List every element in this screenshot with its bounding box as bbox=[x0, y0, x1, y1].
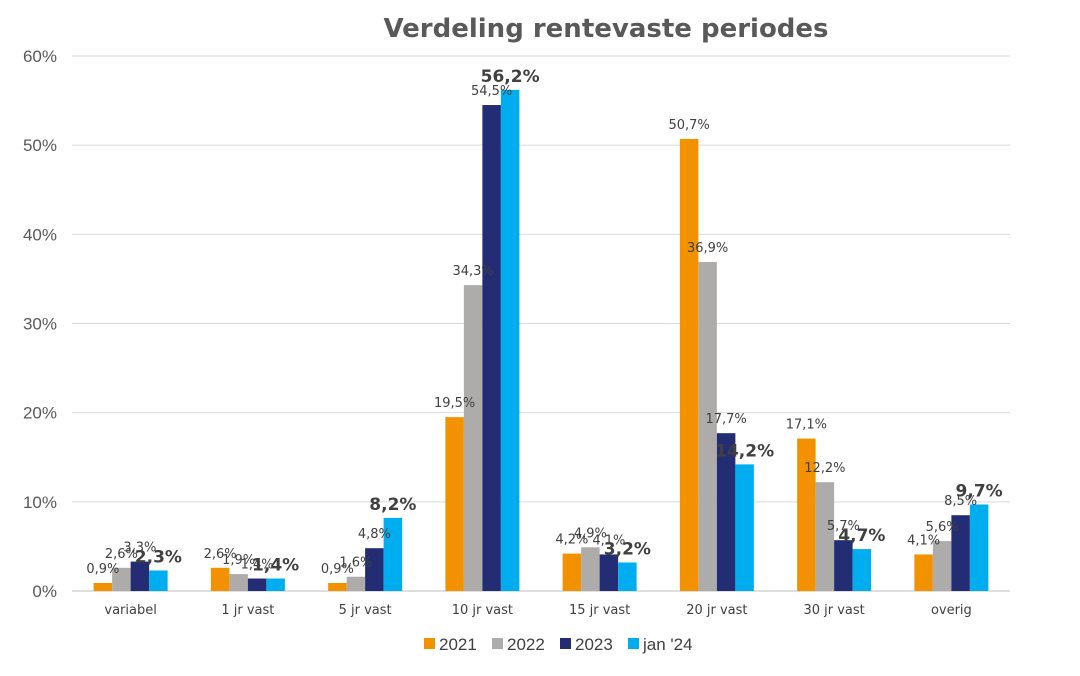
legend-label: 2023 bbox=[575, 635, 613, 654]
data-label: 4,2% bbox=[555, 533, 588, 548]
bar bbox=[500, 89, 520, 591]
data-label: 1,6% bbox=[339, 556, 372, 571]
legend-item: 2023 bbox=[560, 635, 613, 654]
data-label: 2,6% bbox=[105, 547, 138, 562]
data-label: 4,7% bbox=[838, 526, 885, 546]
data-label: 14,2% bbox=[715, 441, 774, 461]
data-label: 8,5% bbox=[944, 494, 977, 509]
data-label: 17,7% bbox=[705, 412, 746, 427]
bar bbox=[618, 562, 637, 591]
bar bbox=[346, 576, 366, 591]
bar bbox=[93, 582, 113, 591]
bar bbox=[229, 574, 248, 591]
bar bbox=[562, 553, 582, 591]
data-label: 3,3% bbox=[123, 541, 156, 556]
x-tick-label: variabel bbox=[104, 603, 156, 618]
bar bbox=[266, 578, 285, 591]
y-tick-label: 50% bbox=[23, 136, 57, 155]
data-label: 1,9% bbox=[222, 553, 255, 568]
bar bbox=[679, 138, 699, 592]
legend-swatch bbox=[424, 638, 435, 649]
data-label: 1,4% bbox=[241, 558, 274, 573]
bar bbox=[914, 554, 933, 591]
y-axis: 0% 10% 20% 30% 40% 50% 60% bbox=[23, 47, 57, 601]
legend-swatch bbox=[628, 638, 639, 649]
bar bbox=[581, 547, 600, 591]
legend-label: 2022 bbox=[507, 635, 545, 654]
legend-item: 2022 bbox=[492, 635, 545, 654]
data-label: 36,9% bbox=[687, 241, 728, 256]
data-label: 2,3% bbox=[135, 547, 182, 567]
data-label: 50,7% bbox=[668, 118, 709, 133]
legend-swatch bbox=[492, 638, 503, 649]
x-tick-label: 30 jr vast bbox=[803, 603, 864, 618]
bar bbox=[735, 464, 754, 591]
bar bbox=[383, 517, 403, 591]
legend-item: 2021 bbox=[424, 635, 477, 654]
bar bbox=[445, 417, 464, 591]
x-tick-label: 1 jr vast bbox=[221, 603, 274, 618]
bar bbox=[328, 582, 347, 591]
data-label: 5,6% bbox=[926, 520, 959, 535]
data-label: 5,7% bbox=[827, 519, 860, 534]
y-tick-label: 10% bbox=[23, 493, 57, 512]
bar bbox=[130, 561, 150, 591]
data-label: 12,2% bbox=[804, 461, 845, 476]
legend-item: jan '24 bbox=[628, 635, 693, 654]
data-label: 4,1% bbox=[907, 533, 940, 548]
x-tick-label: 15 jr vast bbox=[569, 603, 630, 618]
bar bbox=[482, 105, 501, 592]
data-labels: 0,9%2,6%3,3%2,3% 2,6%1,9%1,4%1,4% 0,9%1,6%… bbox=[86, 67, 1002, 577]
data-label: 4,9% bbox=[574, 526, 607, 541]
bar bbox=[112, 567, 131, 591]
bars bbox=[93, 89, 989, 592]
x-tick-label: 5 jr vast bbox=[339, 603, 392, 618]
x-tick-label: 10 jr vast bbox=[452, 603, 513, 618]
data-label: 19,5% bbox=[434, 396, 475, 411]
x-tick-label: 20 jr vast bbox=[686, 603, 747, 618]
data-label: 1,4% bbox=[252, 556, 299, 576]
bar bbox=[815, 482, 835, 591]
bar bbox=[463, 285, 483, 591]
legend-label: jan '24 bbox=[642, 635, 693, 654]
gridlines bbox=[72, 55, 1010, 592]
legend-swatch bbox=[560, 638, 571, 649]
bar bbox=[210, 567, 230, 591]
data-label: 9,7% bbox=[956, 482, 1003, 502]
y-tick-label: 20% bbox=[23, 404, 57, 423]
bar bbox=[969, 504, 989, 591]
chart-title: Verdeling rentevaste periodes bbox=[383, 14, 828, 44]
data-label: 4,1% bbox=[592, 533, 625, 548]
bar bbox=[932, 541, 952, 591]
data-label: 0,9% bbox=[86, 562, 119, 577]
bar bbox=[834, 540, 853, 591]
data-label: 8,2% bbox=[369, 495, 416, 515]
y-tick-label: 30% bbox=[23, 315, 57, 334]
legend-label: 2021 bbox=[439, 635, 477, 654]
x-tick-label: overig bbox=[931, 603, 972, 618]
y-tick-label: 60% bbox=[23, 47, 57, 66]
data-label: 34,3% bbox=[452, 264, 493, 279]
bar bbox=[149, 570, 168, 591]
bar bbox=[852, 549, 872, 591]
bar bbox=[365, 548, 384, 591]
bar bbox=[698, 261, 717, 591]
x-axis: variabel 1 jr vast 5 jr vast 10 jr vast 15 j… bbox=[104, 603, 971, 618]
bar bbox=[247, 578, 267, 591]
data-label: 17,1% bbox=[786, 418, 827, 433]
bar bbox=[599, 554, 619, 591]
data-label: 3,2% bbox=[604, 539, 651, 559]
data-label: 0,9% bbox=[321, 562, 354, 577]
data-label: 4,8% bbox=[358, 527, 391, 542]
y-tick-label: 0% bbox=[32, 582, 57, 601]
bar bbox=[716, 433, 736, 591]
data-label: 56,2% bbox=[481, 67, 540, 87]
y-tick-label: 40% bbox=[23, 225, 57, 244]
bar bbox=[797, 438, 816, 591]
legend: 2021 2022 2023 jan '24 bbox=[424, 635, 693, 654]
bar bbox=[951, 515, 970, 591]
data-label: 2,6% bbox=[204, 547, 237, 562]
data-label: 54,5% bbox=[471, 84, 512, 99]
